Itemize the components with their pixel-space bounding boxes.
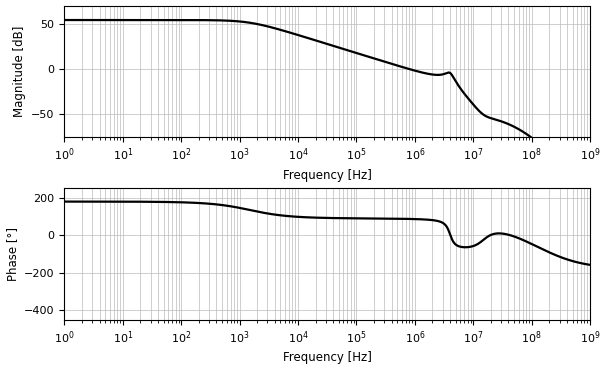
X-axis label: Frequency [Hz]: Frequency [Hz] [283, 168, 371, 182]
X-axis label: Frequency [Hz]: Frequency [Hz] [283, 352, 371, 364]
Y-axis label: Phase [°]: Phase [°] [5, 227, 19, 281]
Y-axis label: Magnitude [dB]: Magnitude [dB] [13, 26, 25, 117]
